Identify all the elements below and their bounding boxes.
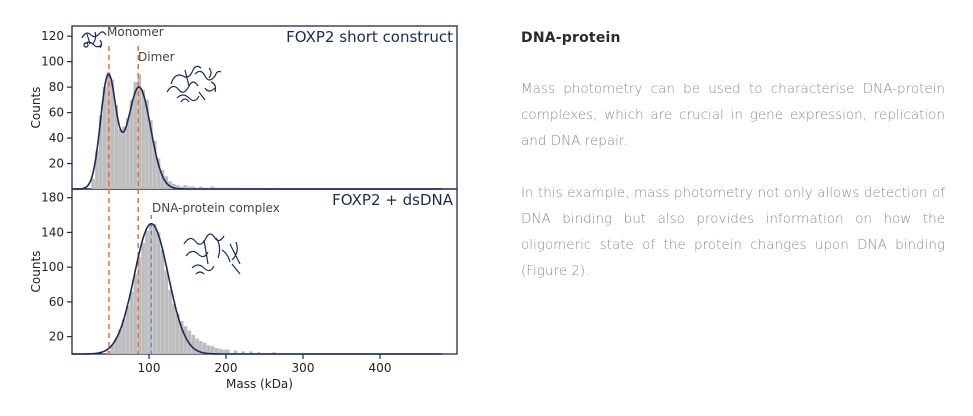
histogram-bar: [145, 99, 149, 189]
y-tick-label: 60: [49, 106, 64, 120]
histogram-bar: [218, 348, 222, 354]
histogram-bar: [129, 291, 134, 354]
histogram-bar: [256, 352, 261, 354]
histogram-bar: [133, 274, 138, 354]
histogram-bar: [226, 349, 230, 354]
y-tick-label: 60: [49, 295, 64, 309]
axes: 20 40 60 80 100 120 Counts FOXP2 short construc…: [29, 25, 454, 391]
mass-photometry-figure: 20 40 60 80 100 120 Counts FOXP2 short construc…: [29, 25, 458, 391]
y-tick-label: 100: [41, 260, 64, 274]
histogram-bar: [172, 303, 176, 354]
histogram-bar: [141, 242, 145, 354]
histogram-bar: [210, 346, 215, 354]
y-tick-label: 100: [41, 55, 64, 69]
histogram-bar: [233, 350, 238, 354]
histogram-bar: [114, 104, 118, 189]
x-axis-label: Mass (kDa): [226, 377, 293, 391]
histogram-bar: [149, 120, 153, 189]
dna-protein-complex-structure-icon: [183, 233, 241, 275]
histogram-bar: [187, 186, 192, 189]
annotation-dna-protein-complex: DNA-protein complex: [152, 201, 280, 215]
section-title: DNA-protein: [521, 30, 621, 46]
fit-curve-line: [72, 73, 442, 190]
histogram-bar: [125, 117, 130, 189]
histogram-bar: [133, 82, 138, 189]
histogram-bar: [164, 270, 169, 354]
histogram-bar: [137, 74, 142, 189]
x-tick-label: 400: [369, 361, 392, 375]
histogram-bar: [114, 338, 118, 354]
histogram-bar: [160, 249, 165, 354]
reference-lines: [108, 46, 152, 354]
annotation-monomer: Monomer: [107, 25, 164, 39]
histogram-bar: [168, 289, 172, 354]
histogram-bar: [137, 256, 142, 354]
histogram-bar: [122, 126, 126, 189]
y-tick-label: 40: [49, 131, 64, 145]
histogram-bar: [156, 158, 161, 189]
histogram-bar: [191, 186, 195, 189]
histogram-bar: [91, 178, 95, 189]
histogram-bar: [125, 306, 130, 354]
y-tick-label: 20: [49, 157, 64, 171]
histogram-bar: [206, 345, 211, 354]
annotation-dimer: Dimer: [138, 50, 175, 64]
y-axis-label: Counts: [29, 251, 43, 293]
histogram-bar: [110, 79, 115, 189]
histogram-bar: [179, 186, 184, 189]
histogram-bar: [141, 89, 145, 189]
histogram-bar: [95, 150, 99, 189]
histogram-bar: [210, 186, 215, 189]
histogram-bar: [199, 186, 203, 189]
y-tick-label: 120: [41, 29, 64, 43]
histogram-bar: [152, 223, 157, 354]
description-paragraph-1: Mass photometry can be used to character…: [521, 81, 945, 149]
x-tick-label: 100: [138, 361, 161, 375]
histogram-bar: [168, 181, 172, 189]
histogram-bar: [191, 334, 195, 354]
histogram-bar: [129, 99, 134, 189]
x-tick-label: 200: [215, 361, 238, 375]
histogram-bar: [175, 314, 180, 354]
panel-title: FOXP2 + dsDNA: [332, 191, 454, 209]
histogram-bar: [145, 230, 149, 354]
top-panel-bars: [91, 71, 276, 189]
y-tick-label: 20: [49, 330, 64, 344]
histogram-bar: [202, 342, 207, 354]
histogram-bar: [214, 347, 219, 354]
histogram-bar: [195, 338, 199, 354]
monomer-protein-structure-icon: [81, 31, 107, 49]
y-tick-label: 80: [49, 80, 64, 94]
histogram-bar: [175, 185, 180, 189]
histogram-bar: [272, 352, 276, 354]
dimer-protein-structure-icon: [166, 65, 222, 103]
histogram-bar: [160, 169, 165, 189]
panel-title: FOXP2 short construct: [286, 28, 453, 46]
histogram-bar: [156, 232, 161, 354]
histogram-bar: [241, 351, 246, 354]
histogram-bar: [183, 326, 188, 354]
histogram-bar: [118, 329, 122, 354]
histogram-bar: [172, 183, 176, 189]
histogram-bar: [249, 351, 253, 354]
description-paragraph-2: In this example, mass photometry not onl…: [521, 185, 945, 279]
description-column: DNA-protein Mass photometry can be used …: [521, 30, 945, 310]
x-tick-label: 300: [292, 361, 315, 375]
histogram-bar: [98, 115, 103, 189]
histogram-bar: [118, 129, 122, 189]
bottom-panel-bars: [106, 223, 292, 354]
histogram-chart: 20 40 60 80 100 120 Counts FOXP2 short construc…: [29, 25, 458, 391]
histogram-bar: [152, 140, 157, 189]
histogram-bar: [122, 319, 126, 354]
histogram-bar: [179, 321, 184, 354]
y-axis-label: Counts: [29, 87, 43, 129]
histogram-bar: [102, 87, 107, 189]
histogram-bar: [110, 345, 115, 354]
y-tick-label: 140: [41, 225, 64, 239]
histogram-bar: [222, 349, 226, 354]
y-tick-label: 180: [41, 191, 64, 205]
histogram-bar: [183, 185, 188, 189]
histogram-bar: [199, 340, 203, 354]
